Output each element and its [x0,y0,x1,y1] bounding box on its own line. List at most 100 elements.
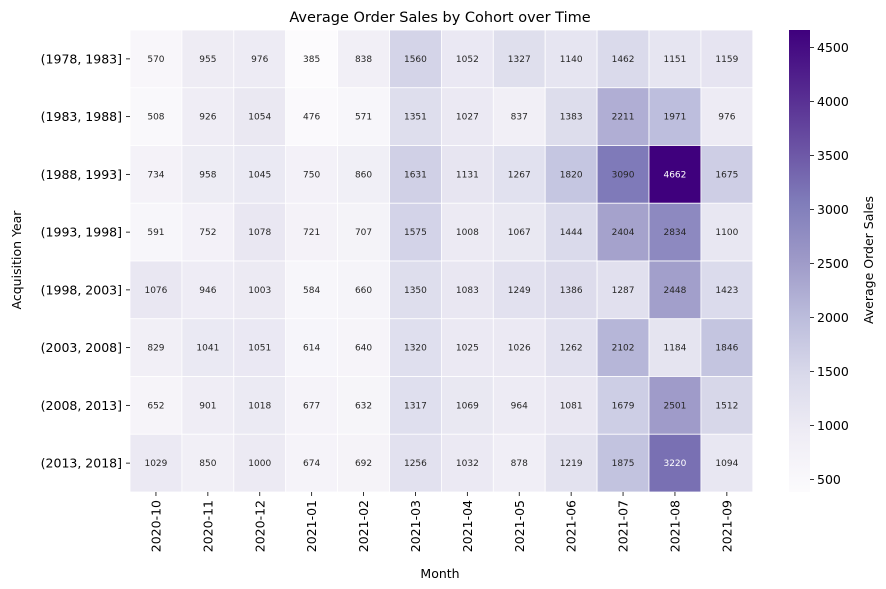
heatmap-cell [389,318,442,377]
heatmap-cell [129,202,183,262]
cell-value-label: 1025 [456,344,479,354]
cell-value-label: 1350 [404,286,427,296]
y-tick-label: (2003, 2008] [41,340,122,355]
y-tick-label: (1998, 2003] [41,282,122,297]
heatmap-cell [440,318,494,377]
x-tick-label: 2021-06 [564,500,579,552]
cell-value-label: 1560 [404,55,427,65]
x-tick-label: 2021-03 [408,500,423,552]
heatmap-cell [492,29,546,89]
heatmap-cell [389,87,442,146]
cell-value-label: 2404 [612,228,635,238]
heatmap-cell [648,376,702,435]
heatmap-cell [440,202,494,262]
cell-value-label: 2448 [663,286,686,296]
cell-value-label: 1054 [248,113,271,123]
heatmap-cell [648,87,702,146]
heatmap-cell [285,376,339,435]
cell-value-label: 734 [147,170,164,180]
heatmap-cell [181,87,235,146]
heatmap-cell [544,202,598,262]
cell-value-label: 976 [251,55,268,65]
cell-value-label: 878 [511,459,528,469]
heatmap-cell [389,376,442,435]
cell-value-label: 591 [147,228,164,238]
cell-value-label: 1383 [560,113,583,123]
cell-value-label: 1846 [715,344,738,354]
cell-value-label: 837 [511,113,528,123]
cell-value-label: 1159 [715,55,738,65]
heatmap-cell [700,29,754,89]
cell-value-label: 721 [303,228,320,238]
x-tick-label: 2021-01 [304,500,319,552]
cell-value-label: 1249 [508,286,531,296]
y-tick-label: (1983, 1988] [41,109,122,124]
colorbar: 500 1000 1500 2000 2500 3000 3500 4000 4500 [789,30,849,492]
cell-value-label: 674 [303,459,320,469]
cell-value-label: 901 [199,401,216,411]
colorbar-tick-label: 3000 [817,202,849,217]
heatmap-cell [700,376,754,435]
colorbar-tick-label: 3500 [817,148,849,163]
heatmap-cell [492,260,546,320]
cell-value-label: 707 [355,228,372,238]
heatmap-cell [389,260,442,320]
cell-value-label: 1256 [404,459,427,469]
cell-value-label: 1078 [248,228,271,238]
cell-value-label: 1100 [715,228,738,238]
heatmap-cell [181,260,235,320]
heatmap-cell [285,145,339,204]
heatmap-cell [233,202,287,262]
x-tick-label: 2020-12 [252,500,267,552]
heatmap-cell [233,29,287,89]
heatmap-cell [596,202,650,262]
cell-value-label: 1820 [560,170,583,180]
heatmap-cell [337,376,390,435]
heatmap-cell [700,87,754,146]
cell-value-label: 1000 [248,459,271,469]
cell-value-label: 2211 [612,113,635,123]
cell-value-label: 1971 [663,113,686,123]
heatmap-cell [700,145,754,204]
cell-value-label: 1045 [248,170,271,180]
heatmap-cell [181,376,235,435]
heatmap-cell [700,433,754,493]
heatmap-cell [285,29,339,89]
heatmap-cell [596,318,650,377]
cell-value-label: 1003 [248,286,271,296]
colorbar-tick-label: 4500 [817,40,849,55]
cell-value-label: 1052 [456,55,479,65]
y-tick-label: (1993, 1998] [41,225,122,240]
heatmap-cell [648,202,702,262]
cell-value-label: 3090 [612,170,635,180]
heatmap-cell [129,260,183,320]
heatmap-cell [337,145,390,204]
heatmap-cell [285,202,339,262]
cell-value-label: 1083 [456,286,479,296]
cell-value-label: 3220 [663,459,686,469]
heatmap-cell [596,433,650,493]
heatmap-cell [285,318,339,377]
cell-value-label: 652 [147,401,164,411]
x-tick-label: 2021-04 [460,500,475,552]
cell-value-label: 1140 [560,55,583,65]
heatmap-cell [233,433,287,493]
heatmap-cell [129,318,183,377]
cell-value-label: 1317 [404,401,427,411]
cell-value-label: 1067 [508,228,531,238]
cell-value-label: 1219 [560,459,583,469]
colorbar-label: Average Order Sales [861,196,876,324]
cell-value-label: 750 [303,170,320,180]
cell-value-label: 1131 [456,170,479,180]
cell-value-label: 1262 [560,344,583,354]
cell-value-label: 508 [147,113,164,123]
cell-value-label: 660 [355,286,372,296]
x-tick-label: 2021-02 [356,500,371,552]
cell-value-label: 1184 [663,344,686,354]
x-axis-label: Month [420,566,459,581]
cell-value-label: 2102 [612,344,635,354]
heatmap-cell [337,433,390,493]
cell-value-label: 2501 [663,401,686,411]
colorbar-tick-label: 2500 [817,256,849,271]
cell-value-label: 632 [355,401,372,411]
